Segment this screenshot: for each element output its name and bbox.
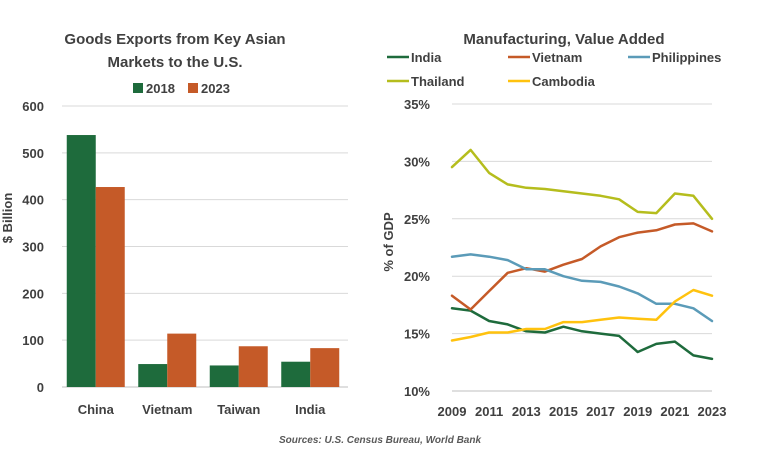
line-chart-series bbox=[450, 148, 714, 361]
bar-y-tick-label: 500 bbox=[22, 146, 44, 161]
line-chart-x-ticks: 2009 2011 2013 2015 2017 2019 2021 2023 bbox=[438, 404, 727, 419]
legend-swatch-2018 bbox=[133, 83, 143, 93]
bar-taiwan-2018 bbox=[209, 365, 239, 387]
bar-chart-title-line-1: Goods Exports from Key Asian bbox=[64, 31, 285, 48]
series-line-cambodia bbox=[450, 288, 714, 342]
line-y-tick-label: 35% bbox=[404, 97, 430, 112]
line-y-tick-label: 30% bbox=[404, 154, 430, 169]
bar-y-tick-label: 400 bbox=[22, 193, 44, 208]
legend-swatch-2023 bbox=[188, 83, 198, 93]
bar-vietnam-2018 bbox=[138, 364, 168, 387]
bar-y-tick-label: 0 bbox=[37, 380, 44, 395]
line-chart-grid bbox=[452, 103, 712, 392]
bar-chart-bars bbox=[66, 135, 340, 387]
line-y-tick-label: 20% bbox=[404, 269, 430, 284]
bar-y-tick-label: 600 bbox=[22, 99, 44, 114]
line-x-tick-label: 2023 bbox=[698, 404, 727, 419]
bar-china-2018 bbox=[66, 135, 96, 387]
bar-chart-legend: 2018 2023 bbox=[133, 81, 230, 96]
legend-label-vietnam: Vietnam bbox=[532, 50, 582, 65]
bar-taiwan-2023 bbox=[238, 346, 268, 387]
line-x-tick-label: 2021 bbox=[660, 404, 689, 419]
series-line-thailand bbox=[450, 148, 714, 221]
line-x-tick-label: 2009 bbox=[438, 404, 467, 419]
line-x-tick-label: 2011 bbox=[475, 404, 503, 419]
bar-chart-title-line-2: Markets to the U.S. bbox=[107, 54, 242, 71]
line-x-tick-label: 2013 bbox=[512, 404, 541, 419]
legend-label-cambodia: Cambodia bbox=[532, 74, 596, 89]
bar-x-tick-label: Vietnam bbox=[142, 402, 192, 417]
bar-china-2023 bbox=[95, 187, 125, 387]
bar-x-tick-label: China bbox=[78, 402, 115, 417]
legend-label-philippines: Philippines bbox=[652, 50, 721, 65]
bar-x-tick-label: India bbox=[295, 402, 326, 417]
legend-label-2018: 2018 bbox=[146, 81, 175, 96]
bar-india-2018 bbox=[281, 361, 311, 387]
line-y-tick-label: 10% bbox=[404, 384, 430, 399]
bar-chart-y-axis-title: $ Billion bbox=[0, 193, 15, 244]
series-line-philippines bbox=[450, 253, 714, 323]
bar-x-tick-label: Taiwan bbox=[217, 402, 260, 417]
line-chart-y-axis-title: % of GDP bbox=[381, 212, 396, 272]
bar-chart-y-ticks: 0 100 200 300 400 500 600 bbox=[22, 99, 44, 395]
line-y-tick-label: 15% bbox=[404, 327, 430, 342]
legend-label-india: India bbox=[411, 50, 442, 65]
bar-y-tick-label: 100 bbox=[22, 333, 44, 348]
bar-india-2023 bbox=[310, 348, 340, 387]
bar-y-tick-label: 300 bbox=[22, 240, 44, 255]
line-x-tick-label: 2015 bbox=[549, 404, 578, 419]
line-chart-legend: India Vietnam Philippines Thailand Cambodia bbox=[387, 50, 721, 89]
legend-label-2023: 2023 bbox=[201, 81, 230, 96]
bar-y-tick-label: 200 bbox=[22, 286, 44, 301]
series-line-india bbox=[450, 307, 714, 361]
line-chart-y-ticks: 10% 15% 20% 25% 30% 35% bbox=[404, 97, 430, 399]
series-line-vietnam bbox=[450, 222, 714, 311]
source-note: Sources: U.S. Census Bureau, World Bank bbox=[279, 435, 482, 446]
line-chart-title: Manufacturing, Value Added bbox=[463, 31, 664, 48]
line-x-tick-label: 2017 bbox=[586, 404, 615, 419]
bar-chart-x-ticks: China Vietnam Taiwan India bbox=[78, 402, 326, 417]
legend-label-thailand: Thailand bbox=[411, 74, 465, 89]
bar-vietnam-2023 bbox=[167, 333, 197, 387]
line-y-tick-label: 25% bbox=[404, 212, 430, 227]
line-x-tick-label: 2019 bbox=[623, 404, 652, 419]
